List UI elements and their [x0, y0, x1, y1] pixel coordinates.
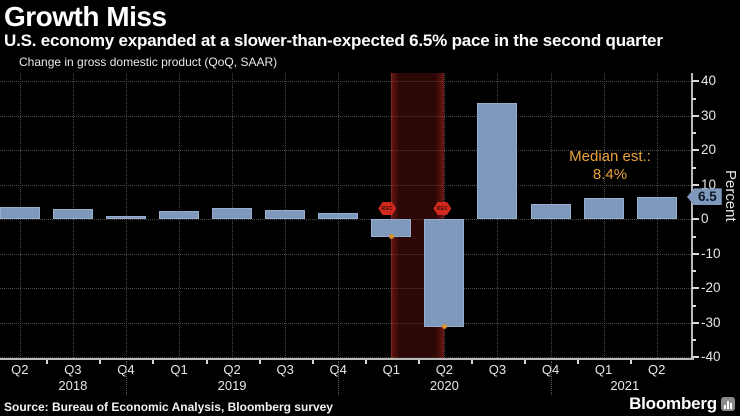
y-tick — [692, 252, 699, 255]
y-minor-tick — [692, 166, 696, 169]
x-quarter-label: Q1 — [594, 362, 613, 377]
gdp-bar — [159, 211, 199, 220]
x-gridline — [125, 73, 127, 358]
y-minor-tick — [692, 304, 696, 307]
brand-logo: Bloomberg — [629, 394, 735, 414]
x-tick — [311, 359, 314, 364]
x-year-label: 2021 — [610, 378, 640, 393]
gdp-bar — [636, 196, 677, 220]
year-separator — [125, 360, 127, 395]
gdp-bar — [318, 212, 359, 220]
x-tick — [99, 359, 102, 364]
gdp-bar — [583, 197, 624, 220]
recession-point-dot — [388, 234, 394, 240]
y-gridline — [0, 81, 691, 83]
gdp-bar — [0, 207, 40, 220]
y-tick-label: 30 — [701, 107, 717, 123]
gdp-bar — [371, 219, 412, 237]
y-gridline — [0, 253, 691, 255]
y-gridline — [0, 150, 691, 152]
x-gridline — [444, 73, 446, 358]
x-quarter-label: Q3 — [64, 362, 82, 377]
x-quarter-label: Q2 — [647, 362, 666, 377]
x-quarter-label: Q3 — [488, 362, 507, 377]
y-minor-tick — [692, 97, 696, 100]
year-separator — [338, 360, 340, 395]
x-quarter-label: Q2 — [11, 362, 29, 377]
y-tick — [692, 218, 699, 221]
y-tick-label: 0 — [701, 211, 709, 227]
y-tick — [692, 149, 699, 152]
y-axis-title: Percent — [722, 170, 739, 222]
x-tick — [630, 359, 633, 364]
recession-flag-icon: REC — [433, 202, 452, 215]
x-year-label: 2020 — [429, 378, 459, 393]
y-gridline — [0, 184, 691, 186]
bloomberg-chart-icon — [721, 397, 735, 411]
x-tick — [364, 359, 367, 364]
chart-subtitle: U.S. economy expanded at a slower-than-e… — [4, 31, 663, 50]
gdp-bar — [477, 102, 518, 220]
source-note: Source: Bureau of Economic Analysis, Blo… — [4, 400, 333, 414]
y-minor-tick — [692, 339, 696, 342]
y-tick-label: -30 — [701, 314, 721, 330]
y-tick-label: -10 — [701, 245, 721, 261]
y-gridline — [0, 115, 691, 117]
x-tick — [470, 359, 473, 364]
latest-value-tag: 6.5 — [687, 188, 722, 206]
x-quarter-label: Q1 — [170, 362, 188, 377]
x-tick — [152, 359, 155, 364]
brand-wordmark: Bloomberg — [629, 394, 717, 413]
gdp-bar — [52, 209, 93, 220]
y-minor-tick — [692, 235, 696, 238]
x-axis-line — [0, 357, 694, 360]
y-gridline — [0, 219, 691, 221]
gdp-bar — [105, 215, 146, 220]
x-quarter-label: Q3 — [276, 362, 294, 377]
x-tick — [523, 359, 526, 364]
x-tick — [577, 359, 580, 364]
y-tick — [692, 183, 699, 186]
legend-label: Change in gross domestic product (QoQ, S… — [19, 55, 278, 69]
page-title: Growth Miss — [4, 1, 167, 32]
gdp-bar — [424, 219, 465, 327]
recession-point-dot — [441, 324, 447, 330]
y-gridline — [0, 288, 691, 290]
y-tick-label: 20 — [701, 142, 717, 158]
x-tick — [46, 359, 49, 364]
gdp-bar — [212, 208, 253, 220]
median-estimate-line1: Median est.: — [569, 148, 651, 165]
median-estimate-annotation: Median est.: 8.4% — [540, 148, 680, 184]
y-tick — [692, 114, 699, 117]
legend: Change in gross domestic product (QoQ, S… — [5, 55, 277, 69]
y-minor-tick — [692, 132, 696, 135]
recession-flag-icon: REC — [378, 202, 397, 215]
x-tick — [258, 359, 261, 364]
y-tick-label: -20 — [701, 280, 721, 296]
x-year-label: 2018 — [58, 378, 88, 393]
y-tick-label: 10 — [701, 176, 717, 192]
x-quarter-label: Q1 — [382, 362, 400, 377]
x-quarter-label: Q2 — [223, 362, 241, 377]
y-gridline — [0, 322, 691, 324]
gdp-bar — [265, 209, 306, 220]
y-tick-label: 40 — [701, 73, 717, 89]
x-year-label: 2019 — [217, 378, 247, 393]
gdp-bar — [530, 203, 571, 220]
x-tick — [417, 359, 420, 364]
y-tick-label: -40 — [701, 349, 721, 365]
year-separator — [550, 360, 552, 395]
y-tick — [692, 287, 699, 290]
y-tick — [692, 321, 699, 324]
x-tick — [205, 359, 208, 364]
y-axis-line — [691, 73, 693, 360]
y-minor-tick — [692, 270, 696, 273]
median-estimate-line2: 8.4% — [592, 166, 628, 183]
x-quarter-label: Q2 — [435, 362, 454, 377]
y-tick — [692, 80, 699, 83]
y-tick — [692, 356, 699, 359]
